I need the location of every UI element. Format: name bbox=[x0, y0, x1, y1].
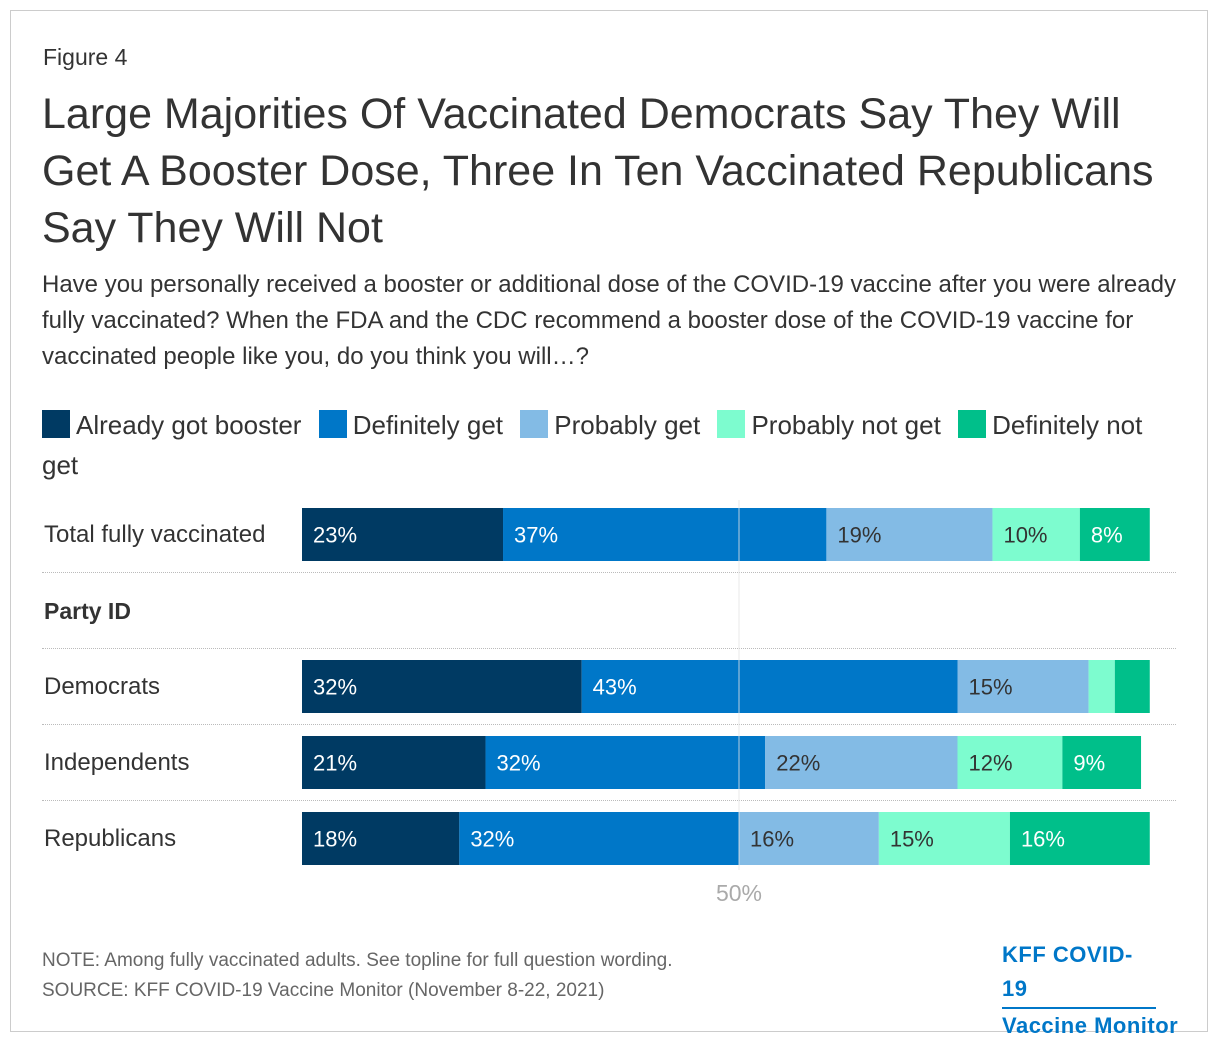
bar-segment-probably-get bbox=[739, 812, 879, 865]
chart-title: Large Majorities Of Vaccinated Democrats… bbox=[42, 90, 1154, 252]
legend-item-already-got-booster: Already got booster bbox=[42, 410, 301, 440]
data-label: 15% bbox=[969, 675, 1013, 700]
legend-swatch bbox=[958, 410, 987, 438]
legend-item-definitely-get: Definitely get bbox=[318, 410, 504, 440]
bar-segment-definitely-get bbox=[581, 660, 958, 713]
kff-logo: KFF COVID-19 Vaccine Monitor bbox=[1002, 938, 1178, 1043]
figure-label: Figure 4 bbox=[43, 44, 128, 70]
bar-segment-probably-not-get bbox=[1088, 660, 1115, 713]
bar-segment-already-got-booster bbox=[302, 736, 486, 789]
data-label: 37% bbox=[514, 523, 558, 548]
bar-segment-definitely-not-get bbox=[1114, 660, 1150, 713]
bar-segment-already-got-booster bbox=[302, 508, 504, 561]
category-label-democrats: Democrats bbox=[44, 673, 161, 700]
row-separator bbox=[42, 572, 1176, 573]
bar-segment-definitely-not-get bbox=[1062, 736, 1142, 789]
legend-swatch bbox=[42, 410, 70, 438]
data-label: 18% bbox=[313, 827, 357, 852]
bar-segment-probably-not-get bbox=[878, 812, 1010, 865]
note-text: NOTE: Among fully vaccinated adults. See… bbox=[42, 950, 673, 971]
chart-subtitle: Have you personally received a booster o… bbox=[42, 271, 1176, 370]
row-separator bbox=[42, 648, 1176, 649]
logo-line-2: Vaccine Monitor bbox=[1002, 1013, 1179, 1038]
data-label: 16% bbox=[1021, 827, 1065, 852]
legend-item-definitely-not-get: Definitely not get bbox=[42, 410, 1142, 480]
legend-label: Definitely not get bbox=[42, 410, 1143, 480]
data-label: 43% bbox=[593, 675, 637, 700]
data-label: 8% bbox=[1091, 523, 1123, 548]
source-text: SOURCE: KFF COVID-19 Vaccine Monitor (No… bbox=[42, 980, 605, 1001]
bar-segment-definitely-get bbox=[485, 736, 766, 789]
group-label-party-id: Party ID bbox=[44, 598, 131, 624]
legend-label: Already got booster bbox=[76, 410, 302, 440]
data-label: 23% bbox=[313, 523, 357, 548]
data-label: 22% bbox=[776, 751, 820, 776]
x-tick-label-50: 50% bbox=[715, 880, 763, 906]
category-label-republicans: Republicans bbox=[44, 825, 177, 852]
legend: Already got booster Definitely get Proba… bbox=[42, 405, 1192, 485]
legend-item-probably-get: Probably get bbox=[520, 410, 700, 440]
data-label: 10% bbox=[1003, 523, 1047, 548]
legend-item-probably-not-get: Probably not get bbox=[717, 410, 941, 440]
legend-swatch bbox=[520, 410, 549, 438]
data-label: 15% bbox=[890, 827, 934, 852]
bar-segment-definitely-get bbox=[459, 812, 739, 865]
logo-line-1: KFF COVID-19 bbox=[1002, 938, 1156, 1009]
row-separator bbox=[42, 800, 1176, 801]
legend-label: Probably get bbox=[554, 410, 701, 440]
row-separator bbox=[42, 724, 1176, 725]
data-label: 9% bbox=[1073, 751, 1105, 776]
data-label: 19% bbox=[837, 523, 881, 548]
data-label: 32% bbox=[470, 827, 514, 852]
bar-segment-definitely-not-get bbox=[1079, 508, 1150, 561]
data-label: 16% bbox=[750, 827, 794, 852]
legend-label: Probably not get bbox=[751, 410, 941, 440]
bar-segment-probably-get bbox=[957, 660, 1089, 713]
data-label: 32% bbox=[313, 675, 357, 700]
data-label: 12% bbox=[969, 751, 1013, 776]
legend-swatch bbox=[318, 410, 347, 438]
bar-segment-definitely-not-get bbox=[1009, 812, 1150, 865]
footnote: NOTE: Among fully vaccinated adults. See… bbox=[42, 946, 673, 1006]
bar-segment-already-got-booster bbox=[302, 660, 582, 713]
bar-segment-probably-not-get bbox=[957, 736, 1063, 789]
figure-frame bbox=[10, 10, 1208, 1032]
bar-segment-probably-not-get bbox=[992, 508, 1080, 561]
bar-segment-already-got-booster bbox=[302, 812, 460, 865]
bar-segment-probably-get bbox=[765, 736, 958, 789]
data-label: 21% bbox=[313, 751, 357, 776]
legend-label: Definitely get bbox=[352, 410, 504, 440]
data-label: 32% bbox=[497, 751, 541, 776]
bar-segment-probably-get bbox=[826, 508, 993, 561]
category-label-independents: Independents bbox=[44, 749, 190, 776]
legend-swatch bbox=[717, 410, 746, 438]
category-label-total: Total fully vaccinated bbox=[44, 521, 266, 548]
bar-segment-definitely-get bbox=[503, 508, 827, 561]
